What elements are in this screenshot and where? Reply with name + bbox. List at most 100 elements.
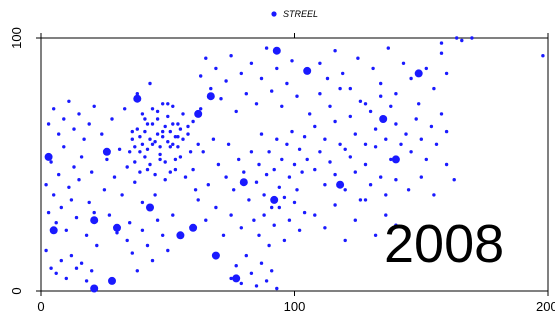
data-point <box>353 132 357 136</box>
data-point <box>264 172 269 177</box>
data-point <box>140 112 145 116</box>
data-point <box>285 142 289 146</box>
data-point <box>211 137 216 141</box>
data-point <box>297 228 302 232</box>
year-label: 2008 <box>384 214 504 274</box>
data-point <box>130 137 134 141</box>
data-point <box>191 167 195 172</box>
data-point <box>105 157 109 162</box>
data-point <box>313 213 317 217</box>
data-point <box>150 107 155 111</box>
data-point <box>328 104 332 109</box>
data-point <box>363 142 368 146</box>
data-point <box>439 112 444 116</box>
data-point <box>254 180 259 184</box>
data-point <box>193 188 198 192</box>
data-point <box>277 185 281 189</box>
data-point <box>145 243 150 248</box>
data-point <box>161 102 165 106</box>
data-point <box>64 228 69 232</box>
data-point <box>173 157 178 162</box>
data-point <box>221 233 226 237</box>
data-point <box>452 178 456 182</box>
data-point <box>158 152 162 157</box>
data-point <box>135 92 139 96</box>
data-point <box>363 198 368 202</box>
data-point <box>264 279 269 283</box>
data-point <box>95 243 99 248</box>
data-point <box>333 49 337 53</box>
data-point <box>348 114 352 119</box>
data-points <box>44 36 545 293</box>
data-point <box>201 150 205 154</box>
data-point <box>247 198 251 202</box>
data-point <box>90 170 94 174</box>
data-point <box>292 200 297 205</box>
data-point <box>92 104 96 109</box>
data-point <box>226 142 231 146</box>
data-point-large <box>232 274 241 283</box>
data-point <box>52 107 56 111</box>
data-point <box>373 127 378 131</box>
data-point <box>128 150 132 154</box>
x-tick-label: 100 <box>284 299 306 314</box>
data-point <box>232 188 236 192</box>
data-point <box>196 198 200 202</box>
data-point <box>444 71 449 76</box>
data-point <box>168 129 172 134</box>
data-point <box>72 165 76 169</box>
data-point-large <box>176 231 185 240</box>
data-point <box>44 183 48 187</box>
data-point <box>123 107 127 111</box>
data-point <box>394 178 398 182</box>
data-point <box>77 178 81 182</box>
data-point <box>282 238 287 243</box>
data-point <box>229 276 233 281</box>
data-point <box>145 147 150 151</box>
data-point <box>257 233 261 237</box>
data-point <box>82 137 86 141</box>
data-point <box>176 145 180 149</box>
data-point <box>178 155 183 159</box>
data-point <box>272 223 276 227</box>
data-point <box>161 135 165 139</box>
data-point <box>209 86 213 91</box>
data-point <box>267 150 271 154</box>
data-point <box>313 124 317 129</box>
data-point <box>348 86 352 91</box>
data-point <box>404 132 408 136</box>
data-point <box>323 137 327 141</box>
data-point <box>389 157 393 162</box>
data-point-large <box>391 155 400 164</box>
data-point <box>191 119 195 124</box>
data-point-large <box>336 180 345 189</box>
data-point <box>145 122 150 126</box>
data-point <box>444 162 449 167</box>
data-point <box>239 71 243 76</box>
data-point <box>44 248 48 253</box>
data-point <box>204 218 208 222</box>
data-point <box>214 205 218 210</box>
y-tick-label: 0 <box>9 287 24 294</box>
data-point <box>282 195 287 200</box>
data-point <box>371 66 375 71</box>
data-point <box>171 142 175 146</box>
data-point <box>110 117 114 121</box>
data-point <box>302 135 307 139</box>
data-point <box>292 162 297 167</box>
data-point <box>259 76 264 81</box>
data-point <box>373 233 378 237</box>
data-point-large <box>44 152 53 161</box>
data-point <box>368 109 373 114</box>
data-point <box>386 46 390 50</box>
data-point <box>280 157 284 162</box>
data-point <box>168 145 172 149</box>
data-point-large <box>102 147 111 156</box>
data-point <box>406 188 411 192</box>
legend-marker <box>271 11 277 17</box>
data-point <box>264 46 269 50</box>
data-point <box>133 145 137 149</box>
data-point <box>128 221 132 225</box>
data-point <box>148 162 152 167</box>
data-point <box>102 188 107 192</box>
